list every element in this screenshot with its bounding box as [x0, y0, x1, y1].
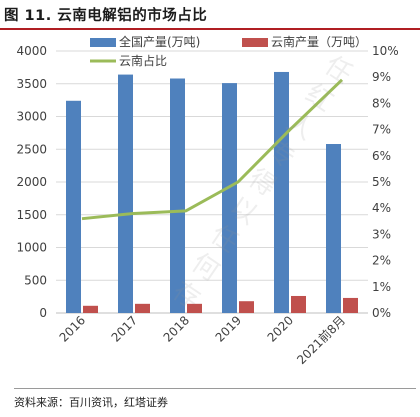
left-axis-ticks: 0 500 1000 1500 2000 2500 3000 3500 4000	[16, 44, 47, 320]
right-tick-label: 1%	[372, 280, 391, 294]
source-divider	[14, 388, 416, 389]
left-tick-label: 0	[39, 306, 47, 320]
legend-swatch	[242, 38, 268, 47]
left-tick-label: 3500	[16, 77, 47, 91]
x-tick-label: 2017	[109, 313, 140, 344]
share-line-path	[81, 78, 344, 221]
bars	[66, 71, 358, 314]
x-tick-label: 2016	[57, 313, 88, 344]
legend-swatch	[90, 38, 116, 47]
x-tick-label: 2020	[265, 313, 296, 344]
title-divider	[0, 28, 420, 30]
left-tick-label: 500	[24, 273, 47, 287]
right-tick-label: 2%	[372, 254, 391, 268]
chart-title: 图 11. 云南电解铝的市场占比	[4, 8, 208, 24]
right-tick-label: 8%	[372, 96, 391, 110]
right-tick-label: 3%	[372, 227, 391, 241]
left-tick-label: 2000	[16, 175, 47, 189]
x-tick-label: 2021前8月	[294, 313, 349, 368]
legend-label: 全国产量(万吨)	[119, 34, 200, 49]
bar-yunnan	[83, 305, 98, 313]
right-tick-label: 4%	[372, 201, 391, 215]
bar-national	[118, 74, 133, 313]
x-tick-label: 2019	[213, 313, 244, 344]
x-tick-label: 2018	[161, 313, 192, 344]
chart: 0 500 1000 1500 2000 2500 3000 3500 4000 0% 1% 2% 3…	[16, 34, 399, 368]
bar-yunnan	[187, 303, 202, 313]
bar-national	[274, 71, 289, 314]
legend-label: 云南产量（万吨）	[271, 34, 367, 49]
right-tick-label: 10%	[372, 44, 399, 58]
left-tick-label: 3000	[16, 110, 47, 124]
bar-national	[170, 78, 185, 313]
right-axis-ticks: 0% 1% 2% 3% 4% 5% 6% 7% 8% 9% 10%	[372, 44, 399, 320]
left-tick-label: 4000	[16, 44, 47, 58]
source-note: 资料来源：百川资讯，红塔证券	[14, 396, 168, 409]
left-tick-label: 1500	[16, 208, 47, 222]
bar-yunnan	[291, 295, 306, 313]
bar-national	[326, 144, 341, 313]
right-tick-label: 7%	[372, 123, 391, 137]
right-tick-label: 5%	[372, 175, 391, 189]
share-line	[81, 78, 344, 221]
bar-yunnan	[135, 303, 150, 313]
bar-yunnan	[239, 301, 254, 313]
right-tick-label: 6%	[372, 149, 391, 163]
bar-national	[66, 100, 81, 313]
bar-yunnan	[343, 297, 358, 313]
legend: 全国产量(万吨) 云南产量（万吨） 云南占比	[90, 34, 367, 68]
left-tick-label: 1000	[16, 241, 47, 255]
right-tick-label: 9%	[372, 70, 391, 84]
bar-national	[222, 83, 237, 313]
right-tick-label: 0%	[372, 306, 391, 320]
left-tick-label: 2500	[16, 142, 47, 156]
legend-label: 云南占比	[119, 53, 167, 68]
